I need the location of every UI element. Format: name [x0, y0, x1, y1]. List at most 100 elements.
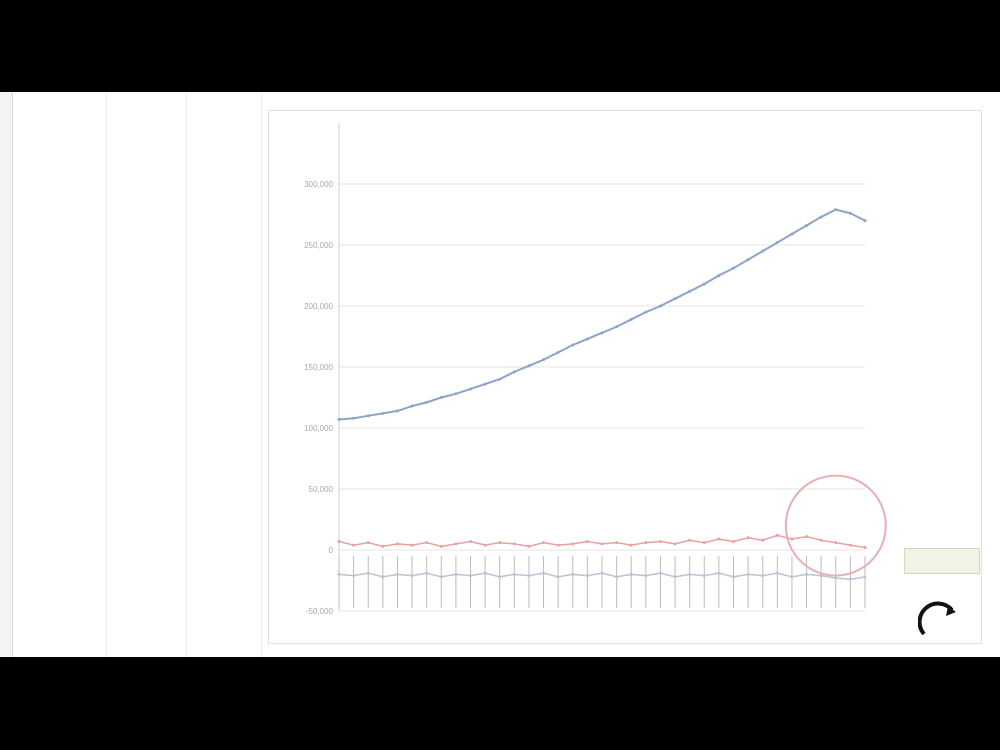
data-point[interactable]	[527, 574, 531, 578]
data-point[interactable]	[556, 543, 560, 547]
data-point[interactable]	[337, 539, 341, 543]
data-point[interactable]	[702, 574, 706, 578]
data-point[interactable]	[600, 542, 604, 546]
data-point[interactable]	[863, 575, 867, 579]
data-point[interactable]	[819, 538, 823, 542]
data-point[interactable]	[688, 572, 692, 576]
data-point[interactable]	[658, 539, 662, 543]
data-point[interactable]	[629, 543, 633, 547]
data-point[interactable]	[688, 289, 692, 293]
data-point[interactable]	[863, 219, 867, 223]
data-point[interactable]	[439, 396, 443, 399]
data-point[interactable]	[673, 542, 677, 546]
data-point[interactable]	[571, 343, 575, 347]
data-point[interactable]	[542, 358, 546, 362]
data-point[interactable]	[381, 544, 385, 548]
data-point[interactable]	[702, 282, 706, 286]
data-point[interactable]	[658, 304, 662, 308]
data-point[interactable]	[761, 249, 765, 253]
data-point[interactable]	[512, 370, 516, 374]
data-point[interactable]	[848, 577, 852, 581]
data-point[interactable]	[483, 382, 487, 386]
data-point[interactable]	[658, 571, 662, 575]
data-point[interactable]	[834, 576, 838, 580]
data-point[interactable]	[556, 575, 560, 579]
data-point[interactable]	[542, 541, 546, 545]
data-point[interactable]	[834, 208, 838, 212]
data-point[interactable]	[352, 543, 356, 547]
data-point[interactable]	[732, 575, 735, 579]
data-point[interactable]	[527, 364, 531, 368]
data-point[interactable]	[454, 542, 458, 546]
data-point[interactable]	[688, 538, 692, 542]
data-point[interactable]	[425, 400, 429, 404]
data-point[interactable]	[848, 543, 852, 547]
data-point[interactable]	[483, 543, 487, 547]
data-point[interactable]	[644, 574, 648, 578]
data-point[interactable]	[556, 350, 560, 354]
data-point[interactable]	[527, 544, 531, 548]
data-point[interactable]	[746, 572, 750, 576]
data-point[interactable]	[761, 538, 765, 542]
data-point[interactable]	[425, 571, 429, 575]
data-point[interactable]	[469, 574, 472, 578]
data-point[interactable]	[469, 539, 472, 543]
data-point[interactable]	[746, 536, 750, 540]
cell-grid[interactable]	[0, 92, 262, 657]
data-point[interactable]	[629, 572, 633, 576]
column-header-a[interactable]	[18, 92, 22, 110]
data-point[interactable]	[571, 542, 575, 546]
data-point[interactable]	[863, 546, 867, 550]
data-point[interactable]	[337, 572, 341, 576]
data-point[interactable]	[615, 325, 619, 329]
data-point[interactable]	[805, 572, 809, 576]
data-point[interactable]	[717, 274, 721, 277]
data-point[interactable]	[585, 337, 589, 341]
data-point[interactable]	[366, 541, 370, 545]
data-point[interactable]	[410, 404, 414, 408]
data-point[interactable]	[425, 541, 429, 545]
data-point[interactable]	[585, 539, 589, 543]
data-point[interactable]	[571, 572, 575, 576]
line-chart[interactable]: -50,000 0 50,000 100,000 150,000 200,000 250,0…	[268, 110, 982, 644]
data-point[interactable]	[395, 409, 399, 413]
data-point[interactable]	[615, 541, 619, 545]
data-point[interactable]	[512, 542, 516, 546]
data-point[interactable]	[717, 571, 721, 575]
data-point[interactable]	[410, 574, 414, 578]
data-point[interactable]	[629, 317, 633, 321]
data-point[interactable]	[732, 539, 735, 543]
data-point[interactable]	[790, 537, 794, 541]
data-point[interactable]	[381, 411, 385, 415]
data-point[interactable]	[512, 572, 516, 576]
data-point[interactable]	[352, 416, 356, 420]
data-point[interactable]	[454, 392, 458, 396]
data-point[interactable]	[469, 387, 472, 391]
data-point[interactable]	[805, 223, 809, 227]
data-point[interactable]	[790, 232, 794, 236]
data-point[interactable]	[395, 542, 399, 546]
data-point[interactable]	[381, 575, 385, 579]
data-point[interactable]	[498, 541, 502, 545]
data-point[interactable]	[498, 377, 502, 381]
data-point[interactable]	[483, 571, 487, 575]
data-point[interactable]	[702, 541, 706, 545]
data-point[interactable]	[834, 541, 838, 545]
data-point[interactable]	[717, 537, 721, 541]
data-point[interactable]	[819, 215, 823, 219]
data-point[interactable]	[395, 572, 399, 576]
data-point[interactable]	[761, 574, 765, 578]
data-point[interactable]	[366, 414, 370, 418]
data-point[interactable]	[673, 575, 677, 579]
data-point[interactable]	[673, 297, 677, 301]
data-point[interactable]	[454, 572, 458, 576]
data-point[interactable]	[615, 575, 619, 579]
data-point[interactable]	[775, 241, 779, 245]
series-line-1[interactable]	[338, 208, 866, 421]
data-point[interactable]	[585, 574, 589, 578]
data-point[interactable]	[644, 541, 648, 545]
data-point[interactable]	[848, 211, 852, 215]
data-point[interactable]	[600, 331, 604, 335]
data-point[interactable]	[775, 533, 779, 537]
data-point[interactable]	[352, 574, 356, 578]
